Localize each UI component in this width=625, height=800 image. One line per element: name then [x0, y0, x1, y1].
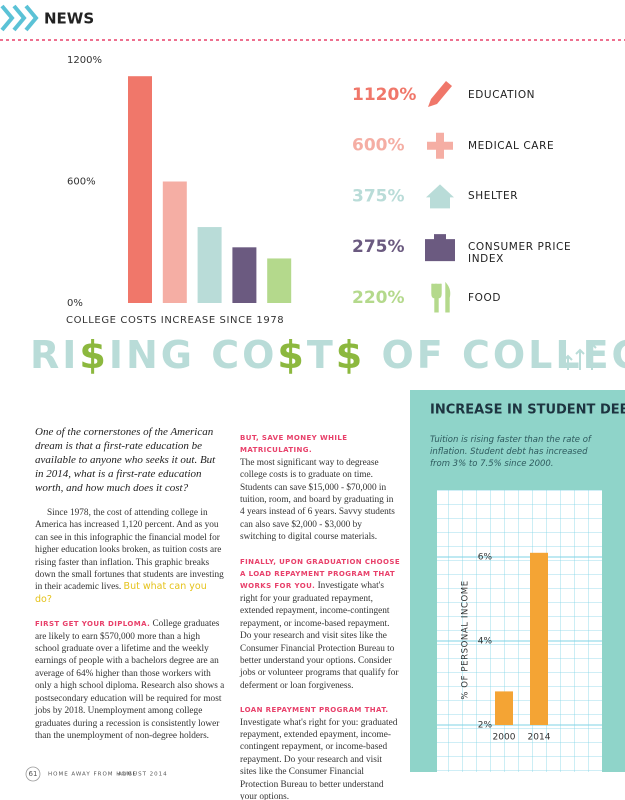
headline: RI$ING CO$T$ OF COLLEGE [30, 333, 625, 377]
headline-part: $ [277, 333, 306, 377]
legend-icon [425, 234, 455, 262]
section-text: Investigate what's right for your gradua… [240, 581, 399, 691]
y-tick-label: 1200% [67, 55, 102, 66]
footer-magazine: HOME AWAY FROM HOME [48, 772, 137, 778]
intro: One of the cornerstones of the American … [35, 426, 216, 494]
headline-part: T [307, 333, 336, 377]
icon-shape [431, 281, 451, 313]
y-tick-label: 4% [478, 637, 493, 647]
icon-shape [425, 234, 455, 262]
icon-shape [428, 81, 452, 107]
section-heading: LOAN REPAYMENT PROGRAM THAT. [240, 706, 389, 715]
bar [495, 691, 513, 725]
y-tick-label: 0% [67, 298, 83, 309]
legend-label: SHELTER [468, 190, 519, 203]
section-heading: BUT, SAVE MONEY WHILE MATRICULATING. [240, 434, 348, 455]
section-heading: FINALLY, UPON GRADUATION CHOOSE A LOAD R… [240, 557, 401, 591]
icon-shape [427, 132, 453, 159]
bar [197, 227, 222, 303]
sidebar-title: INCREASE IN STUDENT DEBT [430, 403, 625, 418]
bar [267, 258, 292, 303]
page-number-badge [25, 766, 41, 782]
legend-label: MEDICAL CARE [468, 139, 555, 152]
headline-part: RI [30, 333, 79, 377]
y-tick-label: 6% [478, 553, 493, 563]
paragraph: Since 1978, the cost of attending colleg… [35, 507, 225, 606]
legend-label: FOOD [468, 291, 502, 304]
column-middle: BUT, SAVE MONEY WHILE MATRICULATING. The … [240, 432, 400, 800]
bar [232, 247, 257, 303]
x-tick-label: 2000 [493, 733, 516, 743]
column-left: One of the cornerstones of the American … [35, 425, 225, 754]
headline-part: $ [79, 333, 108, 377]
legend-icon [427, 132, 453, 159]
section: FINALLY, UPON GRADUATION CHOOSE A LOAD R… [240, 556, 400, 692]
headline-part: ING CO [109, 333, 278, 377]
highlight: But what can you do? [35, 581, 207, 605]
section: FIRST GET YOUR DIPLOMA. College graduate… [35, 618, 225, 742]
footer-date: AUGUST 2014 [118, 772, 168, 778]
value-label: 375% [352, 186, 405, 206]
legend-label: EDUCATION [468, 89, 536, 101]
page-number: 61 [29, 770, 38, 778]
legend-icon [426, 184, 454, 209]
icon-shape [426, 184, 454, 209]
y-tick-label: 600% [67, 177, 96, 188]
section-heading: FIRST GET YOUR DIPLOMA. [35, 620, 151, 629]
headline-part: $ [336, 333, 365, 377]
headline-arrows [563, 342, 597, 370]
headline-part: OF COLLEGE [365, 333, 625, 377]
section-text: College graduates are likely to earn $57… [35, 619, 225, 741]
section-text: Investigate what's right for you: gradua… [240, 717, 398, 800]
paragraph-text: Since 1978, the cost of attending colleg… [35, 508, 224, 593]
header-chevrons [0, 4, 39, 32]
bar [162, 181, 187, 303]
section-label: NEWS [44, 10, 94, 28]
y-tick-label: 2% [478, 721, 493, 731]
bar [128, 76, 152, 303]
legend-label: CONSUMER PRICE INDEX [468, 241, 572, 266]
section: LOAN REPAYMENT PROGRAM THAT. Investigate … [240, 704, 400, 800]
y-axis-label: % OF PERSONAL INCOME [461, 580, 471, 699]
section-text: The most significant way to degrease col… [240, 457, 395, 543]
value-label: 220% [352, 288, 405, 308]
x-axis-label: COLLEGE COSTS INCREASE SINCE 1978 [66, 315, 284, 326]
value-label: 1120% [352, 85, 416, 105]
bar [530, 552, 548, 725]
legend-icon [428, 81, 452, 107]
sidebar-subtitle: Tuition is rising faster than the rate o… [430, 435, 591, 469]
x-tick-label: 2014 [528, 733, 551, 743]
legend-icon [431, 281, 451, 313]
section: BUT, SAVE MONEY WHILE MATRICULATING. The … [240, 432, 400, 544]
value-label: 275% [352, 237, 405, 257]
value-label: 600% [352, 136, 405, 156]
